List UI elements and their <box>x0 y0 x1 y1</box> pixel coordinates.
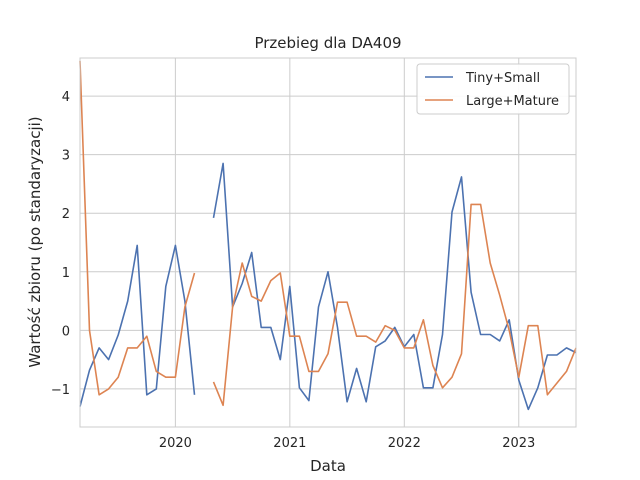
x-tick-label: 2022 <box>388 436 421 451</box>
series-line-tiny-small <box>79 244 196 407</box>
series-lines <box>79 60 577 411</box>
x-axis-label: Data <box>310 457 346 475</box>
legend-box <box>416 63 570 115</box>
series-line-large-mature <box>212 203 577 407</box>
y-axis-label: Wartość zbioru (po standaryzacji) <box>26 116 44 367</box>
y-tick-label: 1 <box>62 266 70 281</box>
y-tick-label: 2 <box>62 207 70 222</box>
x-tick-label: 2021 <box>273 436 306 451</box>
legend: Tiny+Small Large+Mature <box>416 63 570 115</box>
y-tick-label: 3 <box>62 149 70 164</box>
legend-label-tiny-small: Tiny+Small <box>465 71 540 86</box>
legend-label-large-mature: Large+Mature <box>466 94 559 109</box>
x-tick-label: 2020 <box>159 436 192 451</box>
y-tick-label: 0 <box>62 324 70 339</box>
x-tick-label: 2023 <box>502 436 535 451</box>
x-tick-labels: 2020 2021 2022 2023 <box>159 436 535 451</box>
y-tick-labels: −1 0 1 2 3 4 <box>51 90 70 398</box>
y-tick-label: 4 <box>62 90 70 105</box>
plot-frame <box>79 57 577 428</box>
chart-title: Przebieg dla DA409 <box>254 34 401 52</box>
y-tick-label: −1 <box>51 383 70 398</box>
plot-background <box>80 58 576 427</box>
plot-area <box>80 58 576 427</box>
series-line-large-mature <box>79 60 196 396</box>
